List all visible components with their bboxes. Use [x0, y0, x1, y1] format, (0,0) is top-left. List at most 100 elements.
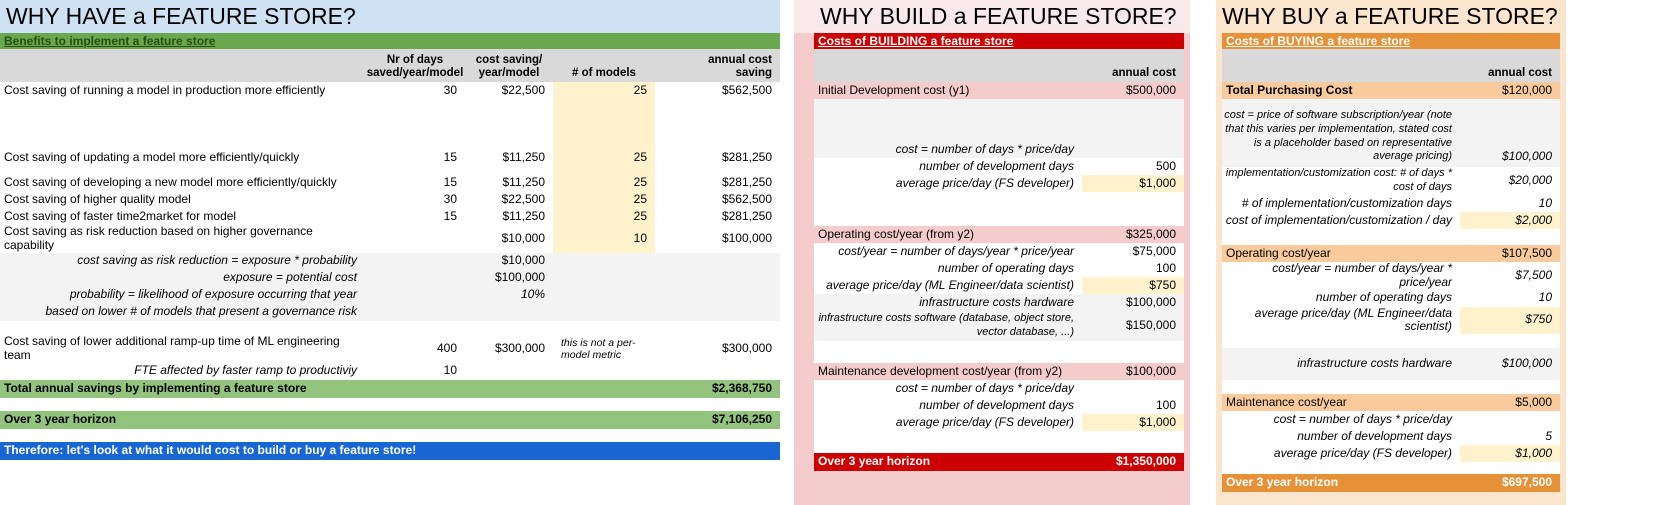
panel-title-have[interactable]: WHY HAVE a FEATURE STORE?: [0, 0, 780, 33]
formula-label[interactable]: cost = number of days * price/day: [895, 141, 1074, 156]
formula-label[interactable]: exposure = potential cost: [223, 270, 357, 285]
value-cell[interactable]: 100: [1155, 397, 1176, 412]
days-cell[interactable]: 15: [443, 149, 457, 164]
value-cell[interactable]: 500: [1155, 158, 1176, 173]
section-value[interactable]: $5,000: [1515, 394, 1552, 409]
value-cell[interactable]: $750: [1082, 277, 1184, 294]
value-cell[interactable]: $750: [1460, 306, 1560, 335]
row-label[interactable]: Cost saving of faster time2market for mo…: [4, 208, 237, 223]
days-cell[interactable]: 15: [443, 208, 457, 223]
days-cell[interactable]: 10: [443, 363, 457, 378]
value-cell[interactable]: $1,000: [1460, 445, 1560, 463]
row-label[interactable]: Cost saving of higher quality model: [4, 191, 191, 206]
saving-cell[interactable]: $300,000: [494, 340, 545, 355]
value-cell[interactable]: $20,000: [1508, 173, 1552, 188]
formula-label[interactable]: number of development days: [1297, 428, 1452, 443]
formula-label[interactable]: cost = number of days * price/day: [895, 380, 1074, 395]
formula-label[interactable]: cost = number of days * price/day: [1273, 411, 1452, 426]
section-value[interactable]: $107,500: [1501, 245, 1552, 260]
horizon-label[interactable]: Over 3 year horizon: [818, 454, 931, 469]
section-label[interactable]: Initial Development cost (y1): [818, 82, 970, 97]
row-label[interactable]: Cost saving of running a model in produc…: [4, 82, 326, 97]
formula-label[interactable]: cost of implementation/customization / d…: [1225, 212, 1452, 227]
formula-label[interactable]: cost/year = number of days/year * price/…: [1272, 262, 1452, 289]
formula-label[interactable]: probability = likelihood of exposure occ…: [69, 287, 357, 302]
buy-costs-banner[interactable]: Costs of BUYING a feature store: [1222, 33, 1560, 49]
formula-label[interactable]: number of operating days: [1315, 290, 1452, 305]
formula-label[interactable]: average price/day (ML Engineer/data scie…: [1254, 306, 1452, 334]
value-cell[interactable]: $100,000: [1125, 294, 1176, 309]
formula-label[interactable]: average price/day (FS developer): [895, 175, 1074, 190]
value-cell[interactable]: $100,000: [1501, 149, 1552, 164]
annual-cell[interactable]: $562,500: [721, 191, 772, 206]
col-header-annual[interactable]: annual cost saving: [708, 53, 772, 79]
days-cell[interactable]: 30: [443, 82, 457, 97]
build-costs-banner[interactable]: Costs of BUILDING a feature store: [814, 33, 1184, 49]
formula-label[interactable]: average price/day (ML Engineer/data scie…: [826, 277, 1074, 292]
section-label[interactable]: Operating cost/year: [1226, 245, 1331, 260]
callout-label[interactable]: Therefore: let's look at what it would c…: [4, 442, 417, 457]
saving-cell[interactable]: $10,000: [501, 230, 545, 245]
row-label[interactable]: Cost saving of developing a new model mo…: [4, 174, 337, 189]
note-cell[interactable]: this is not a per-model metric: [561, 336, 636, 361]
formula-label[interactable]: number of development days: [919, 397, 1074, 412]
value-cell[interactable]: 100: [1155, 260, 1176, 275]
models-cell[interactable]: 25: [553, 208, 655, 225]
section-value[interactable]: $120,000: [1501, 82, 1552, 97]
saving-cell[interactable]: $11,250: [502, 149, 546, 164]
horizon-value[interactable]: $1,350,000: [1115, 454, 1176, 469]
value-cell[interactable]: $1,000: [1082, 414, 1184, 431]
models-cell[interactable]: 25: [553, 82, 655, 99]
days-cell[interactable]: 15: [443, 174, 457, 189]
row-label[interactable]: Cost saving as risk reduction based on h…: [4, 225, 313, 252]
value-cell[interactable]: $1,000: [1082, 175, 1184, 192]
horizon-label[interactable]: Over 3 year horizon: [4, 411, 117, 426]
value-cell[interactable]: $150,000: [1125, 318, 1176, 333]
saving-cell[interactable]: $22,500: [501, 191, 545, 206]
formula-label[interactable]: infrastructure costs hardware: [919, 294, 1074, 309]
formula-label[interactable]: # of implementation/customization days: [1241, 195, 1452, 210]
section-value[interactable]: $325,000: [1125, 226, 1176, 241]
section-label[interactable]: Total Purchasing Cost: [1226, 82, 1353, 97]
saving-cell[interactable]: $11,250: [502, 174, 546, 189]
formula-label[interactable]: based on lower # of models that present …: [45, 304, 357, 319]
total-value[interactable]: $2,368,750: [711, 380, 772, 395]
days-cell[interactable]: 30: [443, 191, 457, 206]
horizon-value[interactable]: $697,500: [1501, 475, 1552, 490]
formula-label[interactable]: cost saving as risk reduction = exposure…: [77, 253, 357, 268]
formula-label[interactable]: number of development days: [919, 158, 1074, 173]
annual-cell[interactable]: $562,500: [721, 82, 772, 97]
formula-label[interactable]: average price/day (FS developer): [1273, 445, 1452, 460]
saving-cell[interactable]: $22,500: [501, 82, 545, 97]
formula-label[interactable]: number of operating days: [937, 260, 1074, 275]
horizon-value[interactable]: $7,106,250: [711, 411, 772, 426]
col-header-days[interactable]: Nr of days saved/year/model: [366, 53, 464, 79]
days-cell[interactable]: 400: [436, 340, 457, 355]
models-cell[interactable]: 25: [553, 191, 655, 208]
saving-cell[interactable]: $10,000: [501, 253, 545, 268]
models-cell[interactable]: 25: [553, 149, 655, 166]
value-cell[interactable]: 10: [1538, 195, 1552, 210]
horizon-label[interactable]: Over 3 year horizon: [1226, 475, 1339, 490]
value-cell[interactable]: $100,000: [1501, 356, 1552, 371]
annual-cell[interactable]: $100,000: [721, 230, 772, 245]
col-header-annual-cost[interactable]: annual cost: [1112, 66, 1176, 79]
formula-label[interactable]: cost/year = number of days/year * price/…: [838, 243, 1074, 258]
formula-label[interactable]: FTE affected by faster ramp to productiv…: [134, 363, 357, 378]
models-cell[interactable]: 10: [553, 225, 655, 253]
panel-title-buy[interactable]: WHY BUY a FEATURE STORE?: [1216, 0, 1566, 33]
section-value[interactable]: $500,000: [1125, 82, 1176, 97]
total-label[interactable]: Total annual savings by implementing a f…: [4, 380, 307, 395]
saving-cell[interactable]: 10%: [520, 287, 545, 302]
section-label[interactable]: Maintenance cost/year: [1226, 394, 1347, 409]
section-label[interactable]: Operating cost/year (from y2): [818, 226, 975, 241]
annual-cell[interactable]: $281,250: [721, 208, 772, 223]
formula-label[interactable]: infrastructure costs software (database,…: [818, 312, 1074, 338]
formula-label[interactable]: infrastructure costs hardware: [1297, 356, 1452, 371]
benefits-banner[interactable]: Benefits to implement a feature store: [0, 33, 780, 49]
annual-cell[interactable]: $300,000: [721, 340, 772, 355]
models-cell[interactable]: 25: [553, 174, 655, 191]
annual-cell[interactable]: $281,250: [721, 174, 772, 189]
value-cell[interactable]: $75,000: [1132, 243, 1176, 258]
formula-label[interactable]: implementation/customization cost: # of …: [1225, 167, 1452, 193]
